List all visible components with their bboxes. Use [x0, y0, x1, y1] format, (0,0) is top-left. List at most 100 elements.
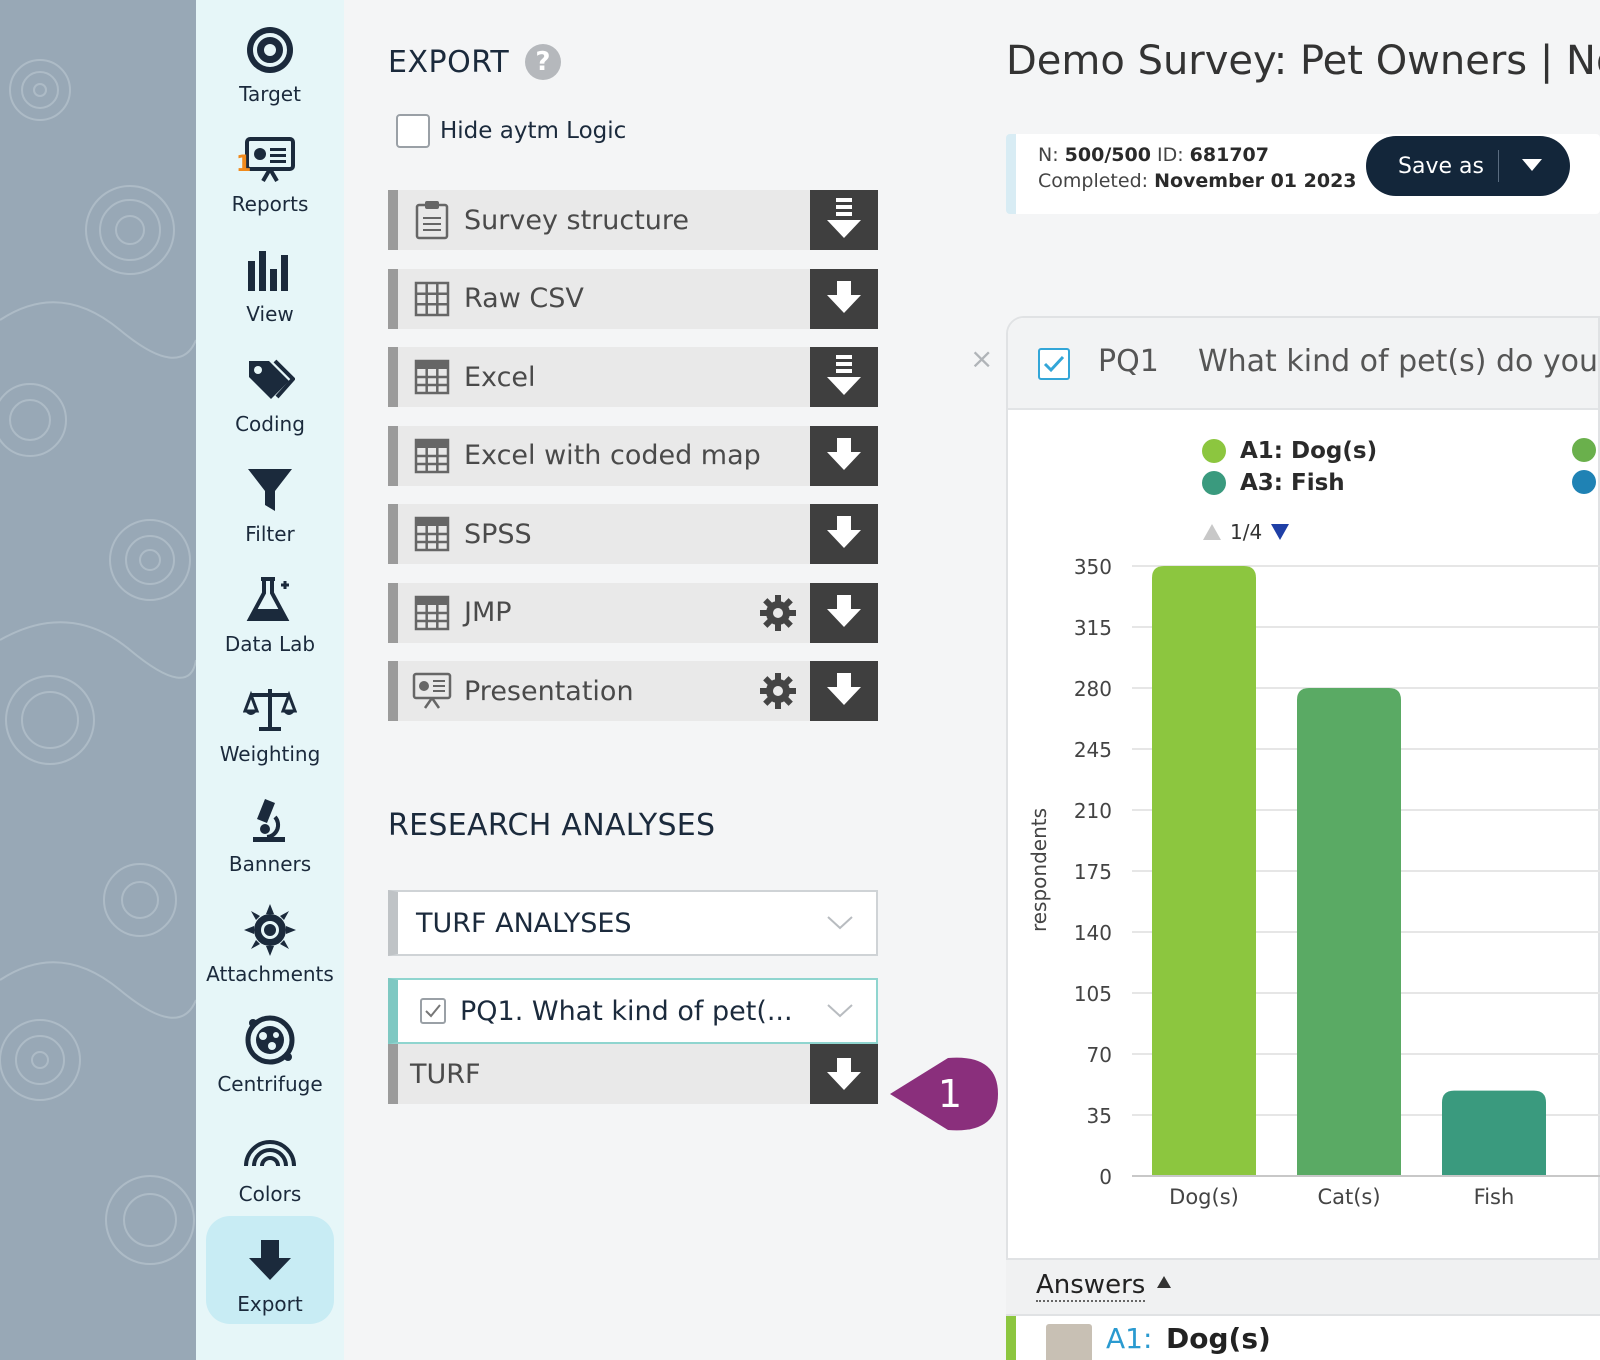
save-as-button[interactable]: Save as	[1366, 136, 1570, 196]
rainbow-icon	[242, 1122, 298, 1178]
question-id: PQ1	[1098, 344, 1159, 379]
y-tick-label: 105	[1074, 982, 1112, 1006]
y-tick-label: 245	[1074, 738, 1112, 762]
turf-download-button[interactable]	[810, 1044, 878, 1104]
download-button[interactable]	[810, 582, 878, 643]
help-icon[interactable]: ?	[525, 44, 562, 80]
analysis-type-value: TURF ANALYSES	[416, 907, 632, 939]
spreadsheet-icon	[412, 357, 452, 397]
nav-item-banners[interactable]: Banners	[196, 776, 344, 884]
answer-code: A1:	[1106, 1322, 1153, 1355]
nav-item-weighting[interactable]: Weighting	[196, 666, 344, 774]
close-icon[interactable]: ×	[970, 342, 994, 375]
download-button[interactable]	[810, 425, 878, 486]
hide-logic-toggle[interactable]: Hide aytm Logic	[396, 114, 626, 148]
microscope-icon	[242, 792, 298, 848]
bar-chart-icon	[242, 242, 298, 298]
sort-up-icon[interactable]	[1156, 1274, 1172, 1293]
export-row-spss: SPSS	[388, 504, 878, 564]
download-arrow-icon	[824, 353, 864, 401]
bar-fish	[1442, 1090, 1546, 1176]
x-tick-label: Fish	[1474, 1185, 1515, 1209]
nav-item-data-lab[interactable]: Data Lab	[196, 556, 344, 664]
download-arrow-icon	[824, 277, 864, 321]
nav-item-coding[interactable]: Coding	[196, 336, 344, 444]
pager-up-icon[interactable]	[1202, 523, 1222, 541]
nav-item-colors[interactable]: Colors	[196, 1106, 344, 1214]
hide-logic-checkbox[interactable]	[396, 114, 430, 148]
legend-label: A3: Fish	[1240, 470, 1345, 496]
nav-item-attachments[interactable]: Attachments	[196, 886, 344, 994]
question-dropdown[interactable]: PQ1. What kind of pet(...	[388, 978, 878, 1044]
x-tick-label: Dog(s)	[1169, 1185, 1239, 1209]
nav-item-label: Centrifuge	[217, 1072, 323, 1096]
y-tick-label: 350	[1074, 555, 1112, 579]
bar-dogs	[1152, 566, 1256, 1176]
decorative-pattern	[0, 0, 196, 1360]
y-tick-label: 35	[1087, 1104, 1112, 1128]
nav-item-label: Banners	[228, 852, 312, 876]
research-analyses-title: RESEARCH ANALYSES	[388, 808, 716, 843]
gear-icon[interactable]	[758, 593, 798, 633]
legend-item-a1[interactable]: A1: Dog(s)	[1202, 438, 1377, 464]
save-as-label: Save as	[1398, 153, 1484, 179]
legend-item-a3[interactable]: A3: Fish	[1202, 470, 1345, 496]
nav-item-reports[interactable]: 1 Reports	[196, 116, 344, 224]
download-button[interactable]	[810, 347, 878, 407]
nav-item-label: Colors	[238, 1182, 302, 1206]
legend-dot-overflow	[1572, 438, 1596, 462]
answer-row: A1: Dog(s)	[1006, 1316, 1600, 1360]
clipboard-icon	[412, 200, 452, 240]
export-label: Presentation	[464, 675, 634, 707]
analysis-type-dropdown[interactable]: TURF ANALYSES	[388, 890, 878, 956]
gear-icon[interactable]	[758, 671, 798, 711]
answers-label[interactable]: Answers	[1036, 1270, 1146, 1302]
chevron-down-icon	[820, 915, 860, 931]
export-row-excel-with-coded-map: Excel with coded map	[388, 425, 878, 486]
n-label: N:	[1038, 144, 1059, 166]
y-tick-label: 210	[1074, 799, 1112, 823]
download-button[interactable]	[810, 268, 878, 329]
question-select-checkbox[interactable]	[1038, 348, 1070, 380]
pager-down-icon[interactable]	[1270, 523, 1290, 541]
tags-icon	[242, 352, 298, 408]
legend-dot	[1202, 439, 1226, 463]
caret-down-icon[interactable]	[1521, 157, 1543, 176]
nav-item-export[interactable]: Export	[206, 1216, 334, 1324]
presentation-icon	[412, 671, 452, 711]
answer-thumbnail	[1046, 1324, 1092, 1360]
completed-label: Completed:	[1038, 170, 1149, 192]
nav-item-centrifuge[interactable]: Centrifuge	[196, 996, 344, 1104]
nav-item-label: Weighting	[219, 742, 321, 766]
reports-badge: 1	[236, 152, 252, 177]
y-tick-label: 140	[1074, 921, 1112, 945]
y-tick-label: 70	[1087, 1043, 1112, 1067]
grid-icon	[412, 279, 452, 319]
y-tick-label: 175	[1074, 860, 1112, 884]
y-axis-label: respondents	[1027, 808, 1051, 932]
export-row-survey-structure: Survey structure	[388, 190, 878, 250]
nav-item-filter[interactable]: Filter	[196, 446, 344, 554]
download-arrow-icon	[242, 1232, 298, 1288]
question-header: PQ1 What kind of pet(s) do you c	[1008, 318, 1598, 410]
centrifuge-icon	[242, 1012, 298, 1068]
export-title-text: EXPORT	[388, 44, 510, 80]
download-button[interactable]	[810, 190, 878, 250]
nav-item-label: Attachments	[206, 962, 334, 986]
bar-chart: 0 35 70 105 140 175 210 245 280 315 350 respondents…	[1027, 555, 1600, 1209]
nav-item-label: Reports	[231, 192, 309, 216]
flask-icon	[242, 572, 298, 628]
nav-item-target[interactable]: Target	[196, 6, 344, 114]
save-as-separator	[1498, 150, 1499, 182]
question-checkbox[interactable]	[420, 998, 446, 1024]
nav-item-label: Filter	[245, 522, 295, 546]
export-label: Excel with coded map	[464, 440, 761, 471]
spreadsheet-icon	[412, 436, 452, 476]
nav-item-view[interactable]: View	[196, 226, 344, 334]
legend-label: A1: Dog(s)	[1240, 438, 1378, 464]
turf-export-row: TURF	[388, 1044, 878, 1104]
download-button[interactable]	[810, 504, 878, 564]
download-button[interactable]	[810, 661, 878, 721]
download-arrow-icon	[824, 512, 864, 556]
nav-item-label: Coding	[235, 412, 305, 436]
